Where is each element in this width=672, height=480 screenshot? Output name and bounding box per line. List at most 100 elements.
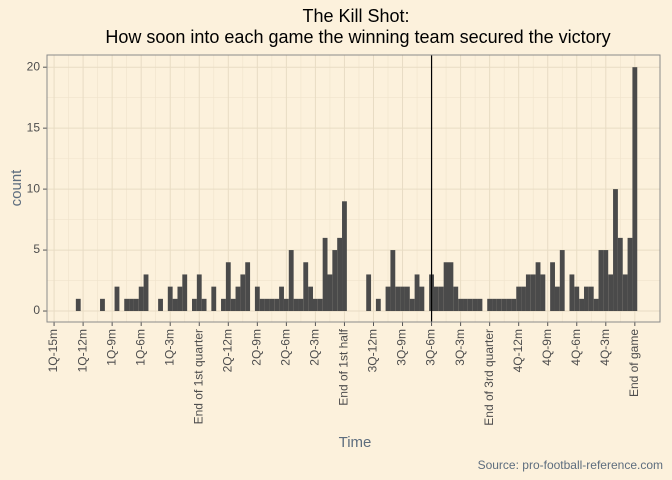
bar <box>259 298 265 312</box>
bar <box>569 274 575 312</box>
y-tick-label: 5 <box>33 242 40 256</box>
bar <box>332 250 338 312</box>
bar <box>327 274 333 312</box>
bar <box>419 286 425 312</box>
bar <box>264 298 270 312</box>
bar <box>530 274 536 312</box>
bar <box>230 298 236 312</box>
bar <box>496 298 502 312</box>
bar <box>492 298 497 312</box>
bar <box>303 262 309 312</box>
bar <box>182 274 188 312</box>
x-tick-label: 4Q-6m <box>569 329 583 366</box>
bar <box>133 298 139 312</box>
bar <box>467 298 473 312</box>
bar <box>550 262 555 312</box>
bar <box>143 274 149 312</box>
x-tick-label: 4Q-3m <box>598 329 612 366</box>
bar <box>501 298 507 312</box>
bar <box>235 286 241 312</box>
bar <box>158 298 163 312</box>
bar <box>395 286 401 312</box>
y-tick-label: 0 <box>33 303 40 317</box>
x-tick-label: 1Q-15m <box>46 329 60 372</box>
bar <box>129 298 134 312</box>
x-tick-label: 2Q-3m <box>308 329 322 366</box>
bar <box>167 286 173 312</box>
bar <box>598 250 604 312</box>
x-tick-label: 3Q-6m <box>424 329 438 366</box>
bar <box>511 298 517 312</box>
bar <box>225 262 231 312</box>
bar <box>632 67 638 312</box>
bar <box>366 274 372 312</box>
bar <box>240 274 246 312</box>
bar <box>458 298 464 312</box>
bar <box>201 298 207 312</box>
x-axis-label: Time <box>339 434 372 451</box>
bar <box>172 298 178 312</box>
bar <box>506 298 512 312</box>
bar <box>385 286 391 312</box>
bar <box>375 298 381 312</box>
bar <box>535 262 541 312</box>
bar <box>438 286 444 312</box>
x-tick-label: 1Q-6m <box>133 329 147 366</box>
bar <box>288 250 294 312</box>
x-tick-label: 1Q-9m <box>104 329 118 366</box>
x-tick-label: End of 3rd quarter <box>482 329 496 426</box>
bar <box>342 201 347 312</box>
x-tick-label: 4Q-12m <box>511 329 525 372</box>
bar <box>584 286 589 312</box>
y-tick-label: 10 <box>27 181 41 195</box>
bar <box>414 274 420 312</box>
bar <box>588 286 594 312</box>
bar <box>521 286 526 312</box>
bar <box>608 274 614 312</box>
bar <box>279 286 284 312</box>
bar <box>525 274 531 312</box>
bar <box>293 298 299 312</box>
bar <box>593 298 599 312</box>
bar <box>100 298 105 312</box>
bar <box>254 286 260 312</box>
x-tick-label: 3Q-9m <box>395 329 409 366</box>
bar <box>322 237 328 312</box>
bar <box>603 250 609 312</box>
bar <box>124 298 130 312</box>
x-tick-label: 1Q-3m <box>162 329 176 366</box>
x-tick-label: 3Q-3m <box>453 329 467 366</box>
bar <box>463 298 468 312</box>
bar <box>75 298 81 312</box>
bar <box>443 262 449 312</box>
bar <box>579 298 585 312</box>
x-tick-label: 2Q-6m <box>279 329 293 366</box>
bar <box>516 286 522 312</box>
bar <box>298 298 304 312</box>
chart-subtitle: How soon into each game the winning team… <box>105 27 610 47</box>
bar <box>269 298 275 312</box>
x-tick-label: 3Q-12m <box>366 329 380 372</box>
bar <box>138 286 144 312</box>
bar <box>453 286 459 312</box>
bar <box>114 286 120 312</box>
bar <box>312 298 318 312</box>
caption: Source: pro-football-reference.com <box>478 458 663 472</box>
bar <box>540 274 546 312</box>
bar <box>308 286 313 312</box>
bar <box>622 274 628 312</box>
bar <box>559 250 565 312</box>
bar <box>283 298 289 312</box>
bar <box>409 298 415 312</box>
bar <box>390 250 396 312</box>
bar <box>404 286 410 312</box>
bar <box>433 286 439 312</box>
x-tick-label: 2Q-12m <box>220 329 234 372</box>
bar <box>274 298 280 312</box>
bar <box>617 237 623 312</box>
bar <box>245 262 251 312</box>
bar <box>211 286 217 312</box>
panel-border <box>46 54 661 323</box>
plot-panel <box>47 55 660 322</box>
x-tick-label: 1Q-12m <box>75 329 89 372</box>
